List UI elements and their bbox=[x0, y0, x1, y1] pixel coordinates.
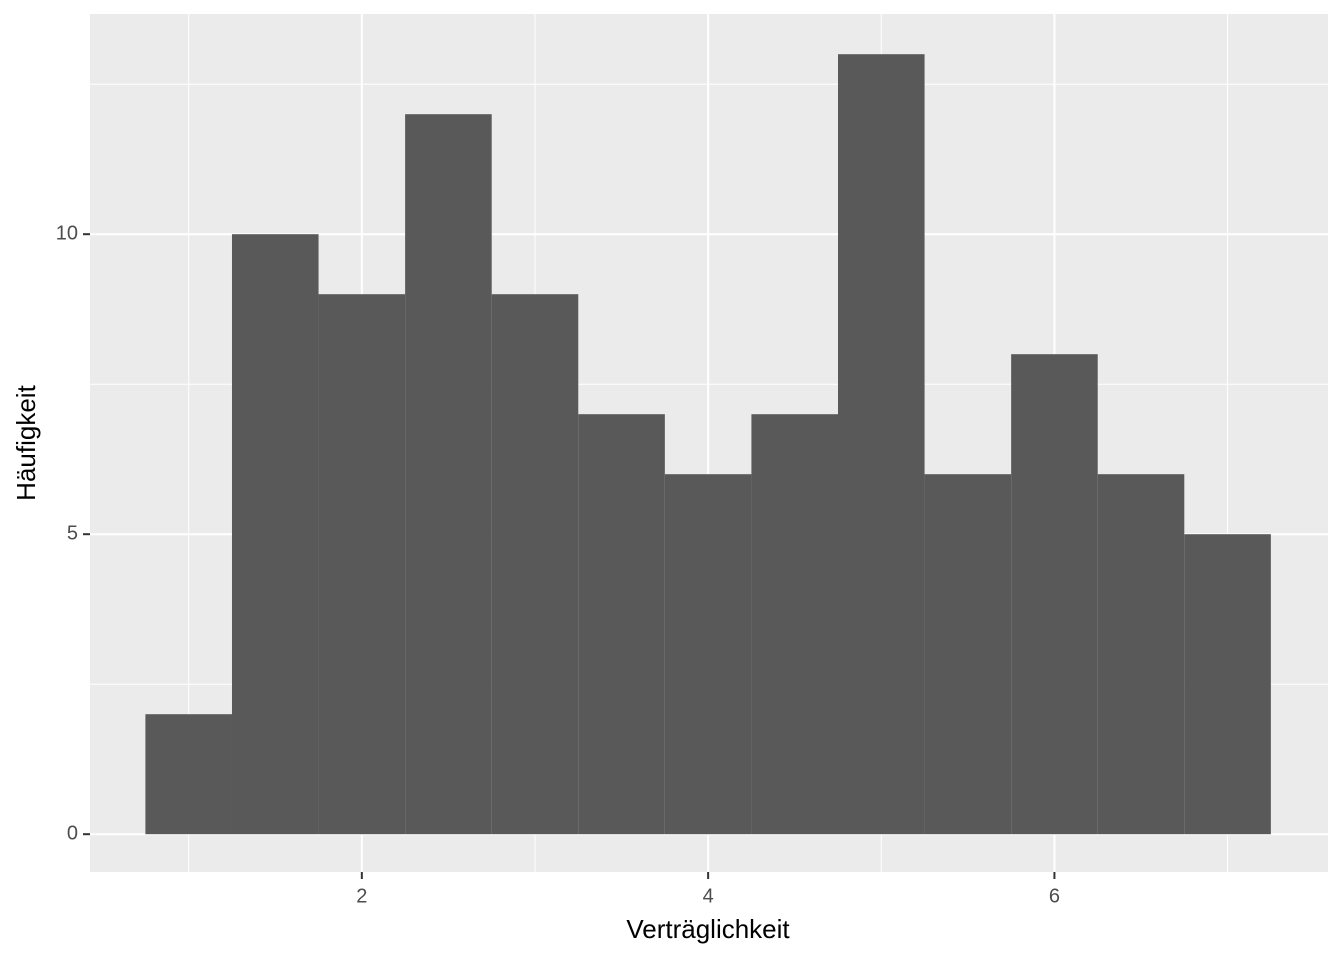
y-tick-label: 5 bbox=[67, 522, 78, 544]
x-tick-label: 4 bbox=[703, 885, 714, 907]
x-axis-title: Verträglichkeit bbox=[626, 914, 790, 944]
y-tick-label: 0 bbox=[67, 822, 78, 844]
histogram-bar bbox=[318, 294, 406, 835]
y-axis-title: Häufigkeit bbox=[11, 384, 41, 500]
x-tick-label: 2 bbox=[356, 885, 367, 907]
histogram-bar bbox=[145, 714, 232, 835]
y-tick-label: 10 bbox=[56, 222, 78, 244]
histogram-bar bbox=[405, 114, 492, 835]
histogram-bar bbox=[664, 474, 752, 835]
histogram-bar bbox=[578, 414, 665, 835]
histogram-bar bbox=[751, 414, 838, 835]
histogram-bar bbox=[837, 54, 925, 835]
histogram-bar bbox=[924, 474, 1012, 835]
histogram-bar bbox=[1097, 474, 1185, 835]
histogram-bar bbox=[1011, 354, 1098, 835]
x-tick-label: 6 bbox=[1049, 885, 1060, 907]
histogram-bar bbox=[491, 294, 579, 835]
histogram-bar bbox=[1184, 534, 1271, 835]
histogram-bar bbox=[231, 234, 319, 835]
